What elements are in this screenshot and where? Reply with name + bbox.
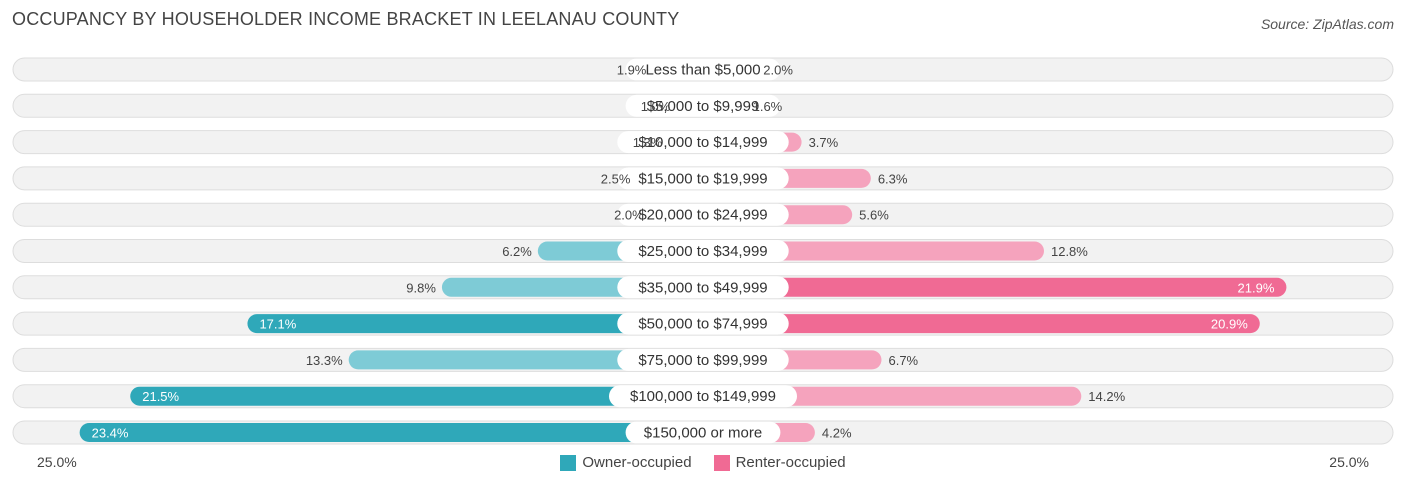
legend: Owner-occupied Renter-occupied [0, 454, 1406, 471]
category-pill [609, 385, 797, 408]
category-pill [617, 276, 789, 299]
renter-value-label: 14.2% [1088, 389, 1125, 404]
renter-bar [703, 386, 1082, 406]
category-label: $25,000 to $34,999 [638, 243, 767, 260]
category-pill [617, 203, 789, 226]
owner-value-label: 1.9% [617, 63, 647, 78]
category-pill [617, 131, 789, 154]
owner-bar [79, 423, 703, 442]
category-label: $15,000 to $19,999 [638, 170, 767, 187]
category-label: $10,000 to $14,999 [638, 134, 767, 151]
renter-value-label: 6.7% [888, 353, 918, 368]
owner-value-label: 17.1% [259, 317, 296, 332]
source-credit: Source: ZipAtlas.com [1260, 16, 1394, 32]
category-label: $35,000 to $49,999 [638, 279, 767, 296]
renter-value-label: 5.6% [859, 208, 889, 223]
renter-value-label: 4.2% [822, 426, 852, 441]
legend-item-owner: Owner-occupied [560, 454, 692, 471]
category-pill [617, 348, 789, 371]
renter-value-label: 12.8% [1051, 244, 1088, 259]
category-pill [625, 58, 781, 81]
category-pill [625, 421, 781, 444]
owner-value-label: 9.8% [406, 280, 436, 295]
renter-value-label: 6.3% [878, 171, 908, 186]
category-label: $5,000 to $9,999 [647, 98, 760, 115]
category-label: Less than $5,000 [645, 62, 760, 79]
owner-bar [247, 314, 703, 334]
category-label: $75,000 to $99,999 [638, 352, 767, 369]
owner-bar [348, 350, 703, 370]
category-label: $150,000 or more [644, 425, 762, 442]
renter-bar [703, 241, 1044, 261]
legend-swatch-owner [560, 454, 577, 471]
chart-title: OCCUPANCY BY HOUSEHOLDER INCOME BRACKET … [12, 9, 680, 29]
axis-right-max-label: 25.0% [1329, 454, 1369, 470]
owner-bar [130, 386, 704, 406]
renter-bar [703, 314, 1260, 334]
owner-value-label: 21.5% [142, 389, 179, 404]
category-pill [625, 94, 781, 117]
category-label: $50,000 to $74,999 [638, 316, 767, 333]
renter-bar [703, 277, 1287, 297]
owner-value-label: 1.3% [633, 135, 663, 150]
owner-value-label: 2.0% [614, 208, 644, 223]
renter-value-label: 21.9% [1238, 280, 1275, 295]
owner-value-label: 2.5% [601, 171, 631, 186]
category-label: $100,000 to $149,999 [630, 388, 776, 405]
renter-value-label: 1.6% [753, 99, 783, 114]
owner-value-label: 6.2% [502, 244, 532, 259]
legend-label-owner: Owner-occupied [582, 454, 692, 471]
owner-value-label: 1.0% [641, 99, 671, 114]
category-pill [617, 167, 789, 190]
category-pill [617, 312, 789, 335]
category-label: $20,000 to $24,999 [638, 207, 767, 224]
renter-value-label: 3.7% [809, 135, 839, 150]
axis-left-max-label: 25.0% [37, 454, 77, 470]
category-pill [617, 240, 789, 262]
renter-value-label: 2.0% [763, 63, 793, 78]
owner-value-label: 23.4% [92, 426, 129, 441]
owner-value-label: 13.3% [306, 353, 343, 368]
legend-label-renter: Renter-occupied [735, 454, 846, 471]
legend-swatch-renter [713, 454, 730, 471]
legend-item-renter: Renter-occupied [713, 454, 846, 471]
renter-value-label: 20.9% [1211, 317, 1248, 332]
